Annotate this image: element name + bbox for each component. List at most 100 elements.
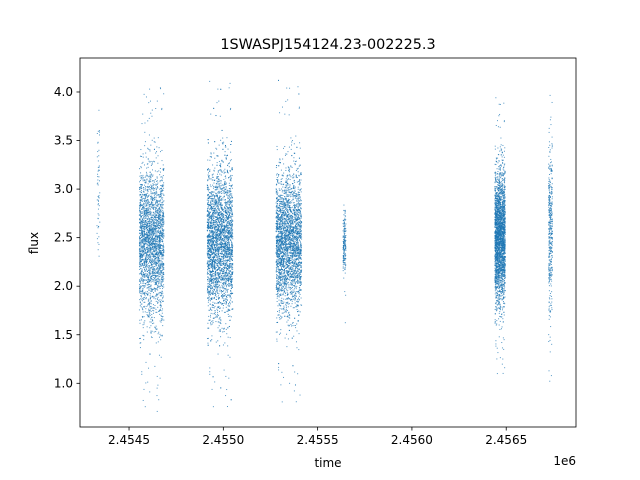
data-point: [223, 230, 225, 232]
data-point: [147, 186, 149, 188]
data-point: [211, 225, 213, 227]
data-point: [159, 225, 161, 227]
data-point: [209, 274, 211, 276]
data-point: [155, 193, 157, 195]
data-point: [157, 296, 159, 298]
data-point: [154, 274, 156, 276]
data-point: [148, 367, 150, 369]
data-point: [230, 250, 232, 252]
data-point: [154, 274, 156, 276]
data-point: [151, 280, 153, 282]
data-point: [153, 259, 155, 261]
data-point: [208, 175, 210, 177]
data-point: [155, 241, 157, 243]
data-point: [219, 266, 221, 268]
data-point: [212, 198, 214, 200]
data-point: [143, 260, 145, 262]
data-point: [226, 222, 228, 224]
data-point: [142, 236, 144, 238]
data-point: [226, 204, 228, 206]
data-point: [223, 191, 225, 193]
data-point: [147, 237, 149, 239]
data-point: [223, 286, 225, 288]
data-point: [147, 232, 149, 234]
data-point: [152, 207, 154, 209]
data-point: [153, 228, 155, 230]
data-point: [222, 268, 224, 270]
data-point: [232, 200, 234, 202]
data-point: [157, 182, 159, 184]
data-point: [214, 208, 216, 210]
data-point: [156, 212, 158, 214]
data-point: [215, 185, 217, 187]
data-point: [214, 157, 216, 159]
data-point: [142, 206, 144, 208]
data-point: [208, 221, 210, 223]
data-point: [228, 266, 230, 268]
data-point: [209, 217, 211, 219]
data-point: [159, 174, 161, 176]
data-point: [148, 235, 150, 237]
data-point: [140, 251, 142, 253]
data-point: [160, 190, 162, 192]
data-point: [158, 200, 160, 202]
data-point: [229, 303, 231, 305]
data-point: [215, 240, 217, 242]
data-point: [214, 305, 216, 307]
data-point: [145, 195, 147, 197]
data-point: [218, 272, 220, 274]
data-point: [231, 252, 233, 254]
data-point: [156, 253, 158, 255]
data-point: [141, 255, 143, 257]
data-point: [149, 226, 151, 228]
data-point: [144, 301, 146, 303]
data-point: [141, 308, 143, 310]
data-point: [155, 295, 157, 297]
data-point: [148, 232, 150, 234]
data-point: [151, 187, 153, 189]
data-point: [222, 184, 224, 186]
data-point: [142, 273, 144, 275]
data-point: [156, 224, 158, 226]
data-point: [157, 274, 159, 276]
data-point: [218, 330, 220, 332]
data-point: [159, 217, 161, 219]
data-point: [160, 283, 162, 285]
data-point: [154, 266, 156, 268]
data-point: [210, 236, 212, 238]
data-point: [147, 218, 149, 220]
data-point: [98, 195, 100, 197]
data-point: [156, 248, 158, 250]
data-point: [218, 262, 220, 264]
data-point: [230, 256, 232, 258]
data-point: [207, 276, 209, 278]
data-point: [161, 312, 163, 314]
data-point: [219, 247, 221, 249]
data-point: [222, 192, 224, 194]
data-point: [162, 209, 164, 211]
data-point: [231, 285, 233, 287]
data-point: [156, 267, 158, 269]
data-point: [230, 210, 232, 212]
data-point: [143, 244, 145, 246]
data-point: [98, 236, 100, 238]
data-point: [161, 280, 163, 282]
data-point: [207, 224, 209, 226]
data-point: [223, 216, 225, 218]
data-point: [145, 226, 147, 228]
data-point: [158, 251, 160, 253]
data-point: [144, 221, 146, 223]
data-point: [147, 192, 149, 194]
data-point: [150, 164, 152, 166]
data-point: [145, 256, 147, 258]
data-point: [148, 230, 150, 232]
data-point: [147, 215, 149, 217]
data-point: [147, 189, 149, 191]
data-point: [219, 196, 221, 198]
data-point: [146, 179, 148, 181]
data-point: [146, 253, 148, 255]
data-point: [98, 169, 100, 171]
data-point: [153, 248, 155, 250]
data-point: [212, 258, 214, 260]
data-point: [97, 166, 99, 168]
